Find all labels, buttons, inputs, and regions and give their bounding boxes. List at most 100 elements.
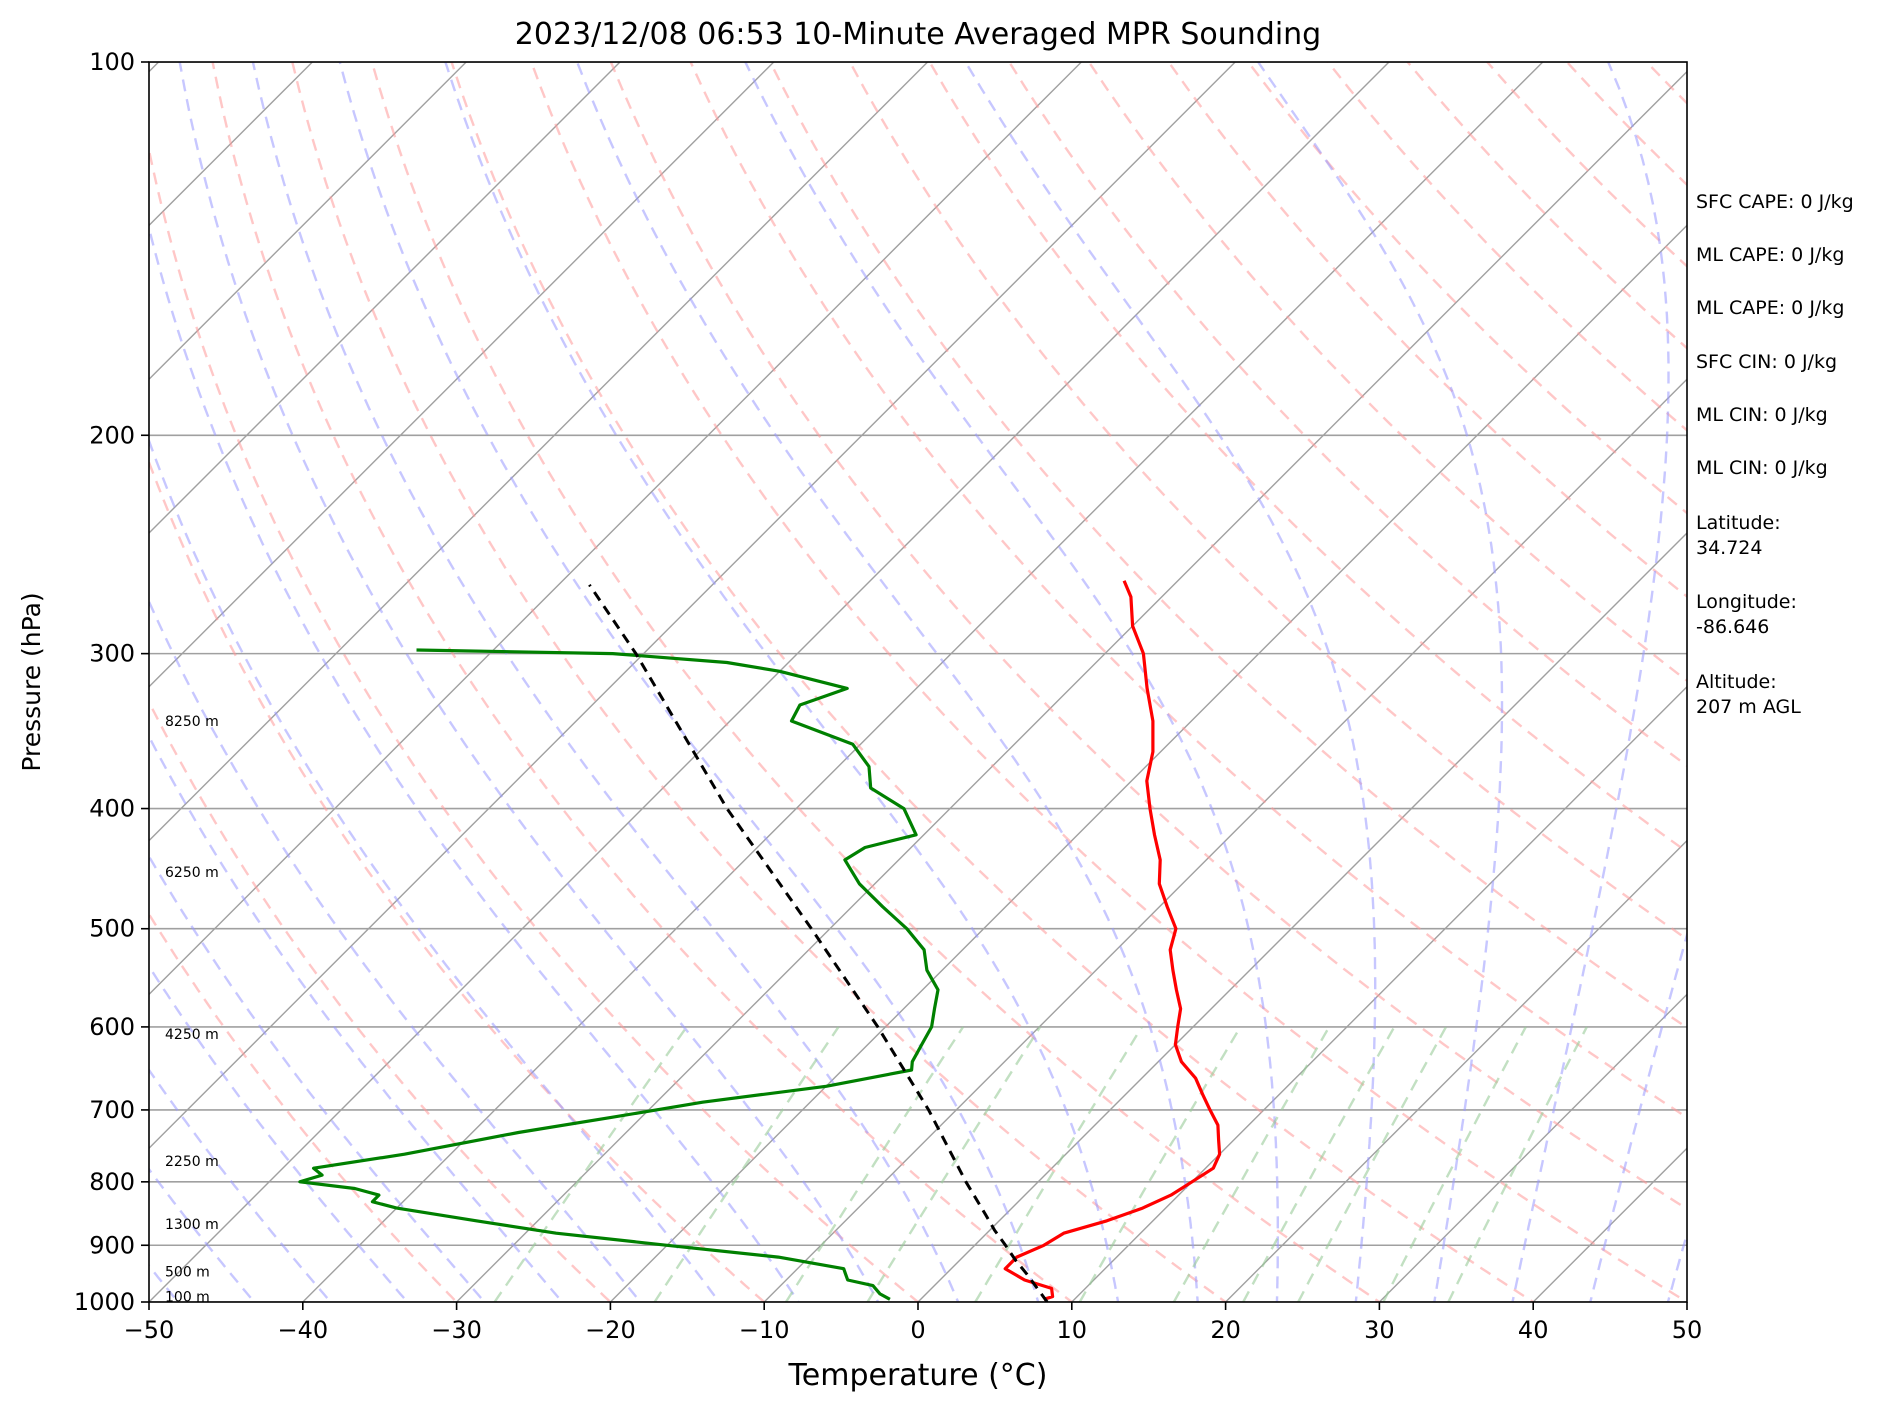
y-tick-label: 500 [89,915,135,943]
isotherm-line [1224,839,1687,1302]
ml-cin-text-2: ML CIN: 0 J/kg [1696,457,1828,479]
moist-adiabat-line [178,62,880,1302]
x-tick-label: 30 [1364,1316,1395,1344]
data-lines [298,580,1222,1302]
ml-cape-text: ML CAPE: 0 J/kg [1696,244,1845,266]
sfc-cin-text: SFC CIN: 0 J/kg [1696,351,1838,373]
dry-adiabat-line [370,62,1382,1302]
y-tick-label: 100 [89,48,135,76]
parcel-line [588,583,1049,1302]
chart-title: 2023/12/08 06:53 10-Minute Averaged MPR … [515,17,1321,52]
y-tick-label: 700 [89,1096,135,1124]
isotherm-line [149,62,775,688]
moist-adiabat-line [149,223,800,1302]
isotherm-line [609,224,1687,1302]
mixing-ratio-line [1297,1026,1448,1302]
altitude-text: Altitude: 207 m AGL [1696,671,1801,718]
height-label: 8250 m [165,714,219,730]
dry-adiabat-line [768,62,1687,1030]
mixing-ratio-line [1447,1026,1588,1302]
moist-adiabat-line [1666,1229,1687,1302]
isotherm-line [763,378,1687,1302]
dry-adiabat-line [149,458,767,1302]
moist-adiabat-line [1511,62,1670,1302]
moist-adiabat-line [338,62,1040,1302]
height-label: 500 m [165,1265,210,1281]
x-tick-label: −30 [431,1316,482,1344]
dry-adiabat-line [689,62,1687,1119]
moist-adiabat-line [149,733,564,1302]
x-tick-label: −50 [124,1316,175,1344]
x-tick-label: 0 [910,1316,925,1344]
moist-adiabat-line [149,437,721,1302]
dry-adiabat-line [149,699,613,1302]
isotherm-line [149,62,468,381]
isotherm-line [301,62,1544,1302]
dry-adiabat-line [291,62,1228,1302]
dry-adiabat-line [211,62,1074,1302]
y-tick-label: 800 [89,1168,135,1196]
moist-adiabat-line [1589,930,1687,1302]
moist-adiabat-line [444,62,1120,1302]
isotherm-line [149,62,1237,1150]
height-labels: 100 m 500 m 1300 m 2250 m 4250 m 6250 m 8250 m [165,714,219,1306]
y-tick-label: 600 [89,1013,135,1041]
x-tick-label: −20 [585,1316,636,1344]
dry-adiabat-line [530,62,1687,1302]
moist-adiabat-line [149,598,642,1302]
mixing-ratio-line [1172,1026,1331,1302]
mixing-ratio-line [1078,1026,1242,1302]
isotherm-line [917,532,1687,1302]
moist-adiabat-line [1257,62,1504,1302]
isotherm-line [1378,993,1687,1302]
temperature-line [1003,580,1222,1301]
mixing-ratio-line [784,1026,965,1302]
moist-adiabat-line [575,62,1199,1302]
axis-ticks: −50 −40 −30 −20 −10 0 10 20 30 40 50 1000 900 800 700 6… [74,48,1702,1344]
height-label: 6250 m [165,865,219,881]
y-tick-label: 900 [89,1231,135,1259]
x-tick-label: 10 [1057,1316,1088,1344]
isotherm-line [149,62,1390,1302]
y-axis-label: Pressure (hPa) [17,592,46,771]
dewpoint-line [298,648,940,1301]
x-tick-label: 20 [1210,1316,1241,1344]
y-tick-label: 1000 [74,1288,135,1316]
y-tick-label: 400 [89,795,135,823]
y-tick-label: 200 [89,421,135,449]
dry-adiabat-line [149,144,920,1302]
height-label: 1300 m [165,1217,219,1233]
moist-adiabat-line [964,62,1377,1302]
height-label: 2250 m [165,1154,219,1170]
ml-cin-text: ML CIN: 0 J/kg [1696,404,1828,426]
longitude-text: Longitude: -86.646 [1696,591,1797,638]
isotherm-line [149,62,621,534]
dry-adiabat-line [848,62,1687,941]
dry-adiabat-line [928,62,1687,854]
mixing-ratio-line [974,1026,1143,1302]
x-tick-label: −40 [277,1316,328,1344]
mixing-ratio-line [1242,1026,1396,1302]
mixing-ratio-line [493,1026,688,1302]
isotherm-line [149,62,929,842]
x-tick-label: 50 [1672,1316,1703,1344]
mixing-ratio-line [866,1026,1042,1302]
x-tick-label: 40 [1518,1316,1549,1344]
isotherm-line [149,62,1083,996]
sfc-cape-text: SFC CAPE: 0 J/kg [1696,191,1854,213]
height-label: 4250 m [165,1027,219,1043]
x-axis-label: Temperature (°C) [788,1358,1048,1393]
mixing-ratio-line [1382,1026,1527,1302]
dry-adiabat-line [149,911,459,1302]
latitude-text: Latitude: 34.724 [1696,512,1781,559]
height-label: 100 m [165,1290,210,1306]
ml-cape-text-2: ML CAPE: 0 J/kg [1696,297,1845,319]
mixing-ratio-line [653,1026,840,1302]
dry-adiabat-line [450,62,1536,1302]
x-tick-label: −10 [739,1316,790,1344]
y-tick-label: 300 [89,640,135,668]
dry-adiabat-line [1007,62,1687,768]
